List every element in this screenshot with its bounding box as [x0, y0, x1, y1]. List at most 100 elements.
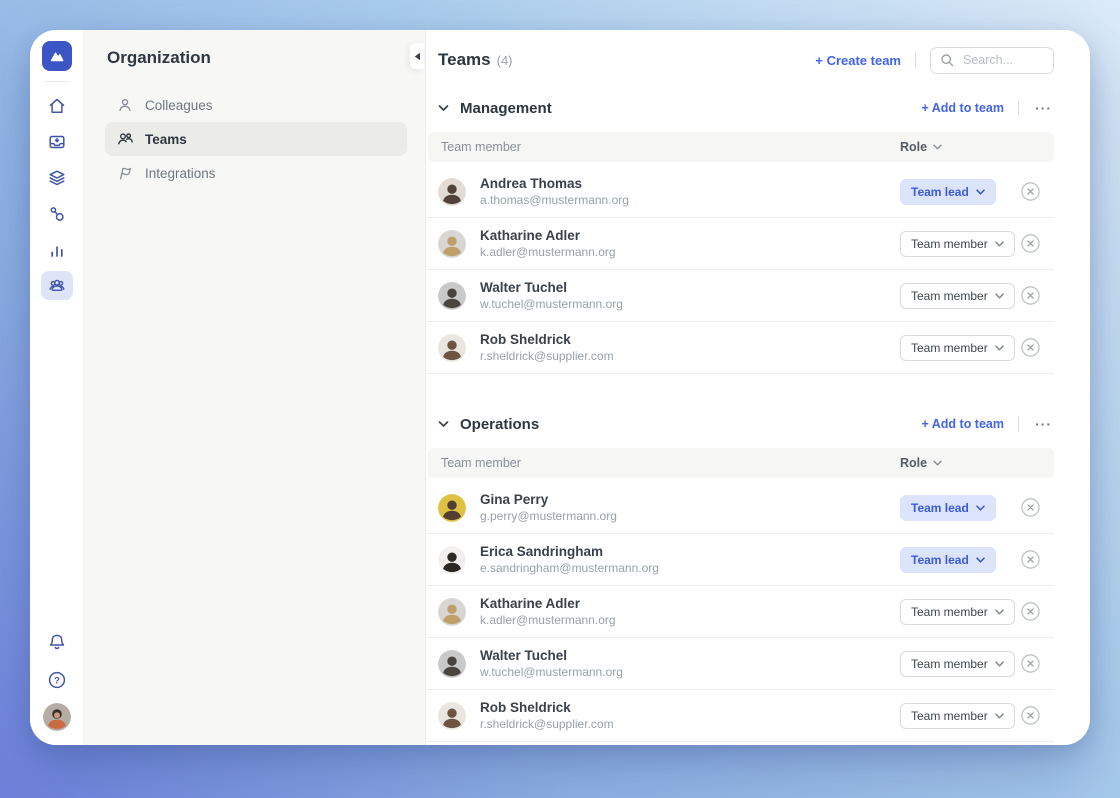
chevron-down-icon — [438, 420, 449, 428]
remove-member-button[interactable] — [1012, 706, 1048, 725]
role-label: Team member — [911, 708, 988, 723]
role-cell: Team member — [890, 702, 1015, 729]
main-header: Teams (4) + Create team — [428, 46, 1054, 74]
svg-text:?: ? — [54, 675, 60, 686]
member-name: Katharine Adler — [480, 596, 581, 611]
remove-member-button[interactable] — [1012, 602, 1048, 621]
chevron-down-icon — [994, 344, 1004, 351]
member-identity: Erica Sandringham e.sandringham@musterma… — [466, 543, 890, 576]
role-label: Team lead — [911, 500, 969, 515]
analytics-icon[interactable] — [41, 235, 73, 264]
app-window: ? Organization Colleagues Teams Integra — [30, 30, 1090, 745]
member-name: Erica Sandringham — [480, 544, 604, 559]
notifications-bell-icon[interactable] — [41, 627, 73, 656]
role-label: Team lead — [911, 184, 969, 199]
remove-member-button[interactable] — [1012, 286, 1048, 305]
sidebar-item-label: Teams — [145, 131, 187, 147]
member-identity: Rob Sheldrick r.sheldrick@supplier.com — [466, 331, 890, 364]
chevron-down-icon — [994, 608, 1004, 615]
role-dropdown[interactable]: Team member — [900, 334, 1015, 361]
role-cell: Team member — [890, 230, 1015, 257]
layers-icon[interactable] — [41, 163, 73, 192]
integrations-icon — [117, 165, 133, 181]
sidebar-item-label: Integrations — [145, 165, 216, 181]
role-column-label: Role — [900, 456, 928, 470]
chevron-down-icon — [994, 240, 1004, 247]
page-title-text: Teams — [438, 50, 491, 69]
member-identity: Walter Tuchel w.tuchel@mustermann.org — [466, 647, 890, 680]
member-rows: Gina Perry g.perry@mustermann.org Team l… — [428, 482, 1054, 742]
role-dropdown[interactable]: Team lead — [900, 546, 996, 573]
chevron-down-icon — [438, 104, 449, 112]
more-options-button[interactable]: ··· — [1035, 416, 1052, 432]
connections-icon[interactable] — [41, 199, 73, 228]
person-icon — [117, 97, 133, 113]
role-label: Team member — [911, 340, 988, 355]
member-name: Rob Sheldrick — [480, 332, 571, 347]
help-icon[interactable]: ? — [41, 665, 73, 694]
remove-member-button[interactable] — [1012, 498, 1048, 517]
role-column-label: Role — [900, 140, 928, 154]
avatar — [438, 493, 466, 522]
add-to-team-button[interactable]: + Add to team — [921, 417, 1004, 431]
chevron-down-icon — [994, 712, 1004, 719]
member-rows: Andrea Thomas a.thomas@mustermann.org Te… — [428, 166, 1054, 374]
table-row: Katharine Adler k.adler@mustermann.org T… — [428, 585, 1054, 637]
avatar — [438, 177, 466, 206]
people-icon — [117, 131, 133, 147]
more-options-button[interactable]: ··· — [1035, 100, 1052, 116]
member-email: a.thomas@mustermann.org — [480, 193, 629, 207]
role-dropdown[interactable]: Team member — [900, 702, 1015, 729]
chevron-down-icon — [994, 660, 1004, 667]
sidebar-item-teams[interactable]: Teams — [105, 122, 407, 156]
add-to-team-button[interactable]: + Add to team — [921, 101, 1004, 115]
member-email: k.adler@mustermann.org — [480, 245, 616, 259]
search-box[interactable] — [930, 46, 1054, 74]
teams-people-icon[interactable] — [40, 271, 73, 300]
role-dropdown[interactable]: Team lead — [900, 494, 996, 521]
rail-nav — [40, 91, 73, 300]
vertical-divider — [1018, 100, 1019, 116]
remove-member-button[interactable] — [1012, 550, 1048, 569]
team-member-column-header: Team member — [441, 456, 521, 470]
member-identity: Andrea Thomas a.thomas@mustermann.org — [466, 175, 890, 208]
collapse-sidebar-button[interactable] — [409, 42, 424, 70]
role-cell: Team member — [890, 282, 1015, 309]
remove-member-button[interactable] — [1012, 182, 1048, 201]
table-row: Walter Tuchel w.tuchel@mustermann.org Te… — [428, 637, 1054, 689]
section-title: Management — [460, 99, 552, 117]
home-icon[interactable] — [41, 91, 73, 120]
role-label: Team member — [911, 288, 988, 303]
remove-member-button[interactable] — [1012, 654, 1048, 673]
remove-member-button[interactable] — [1012, 338, 1048, 357]
triangle-left-icon — [414, 52, 421, 61]
role-dropdown[interactable]: Team member — [900, 230, 1015, 257]
role-dropdown[interactable]: Team member — [900, 598, 1015, 625]
collapse-section-button[interactable] — [438, 420, 449, 428]
user-avatar[interactable] — [42, 703, 71, 731]
sidebar-item-integrations[interactable]: Integrations — [105, 156, 407, 190]
chevron-down-icon — [933, 460, 942, 466]
member-email: r.sheldrick@supplier.com — [480, 349, 614, 363]
search-input[interactable] — [961, 52, 1044, 68]
avatar — [438, 333, 466, 362]
avatar — [438, 597, 466, 626]
table-row: Walter Tuchel w.tuchel@mustermann.org Te… — [428, 269, 1054, 321]
header-actions: + Create team — [815, 46, 1054, 74]
role-dropdown[interactable]: Team lead — [900, 178, 996, 205]
remove-member-button[interactable] — [1012, 234, 1048, 253]
role-dropdown[interactable]: Team member — [900, 650, 1015, 677]
table-header: Team member Role — [428, 448, 1054, 478]
create-team-button[interactable]: + Create team — [815, 52, 901, 68]
app-logo[interactable] — [41, 41, 72, 71]
role-label: Team lead — [911, 552, 969, 567]
role-dropdown[interactable]: Team member — [900, 282, 1015, 309]
inbox-icon[interactable] — [41, 127, 73, 156]
chevron-down-icon — [933, 144, 942, 150]
role-column-header[interactable]: Role — [890, 139, 1012, 155]
sidebar-item-colleagues[interactable]: Colleagues — [105, 88, 407, 122]
role-cell: Team lead — [890, 546, 1012, 573]
role-column-header[interactable]: Role — [890, 455, 1012, 471]
team-member-column-header: Team member — [441, 140, 521, 154]
collapse-section-button[interactable] — [438, 104, 449, 112]
